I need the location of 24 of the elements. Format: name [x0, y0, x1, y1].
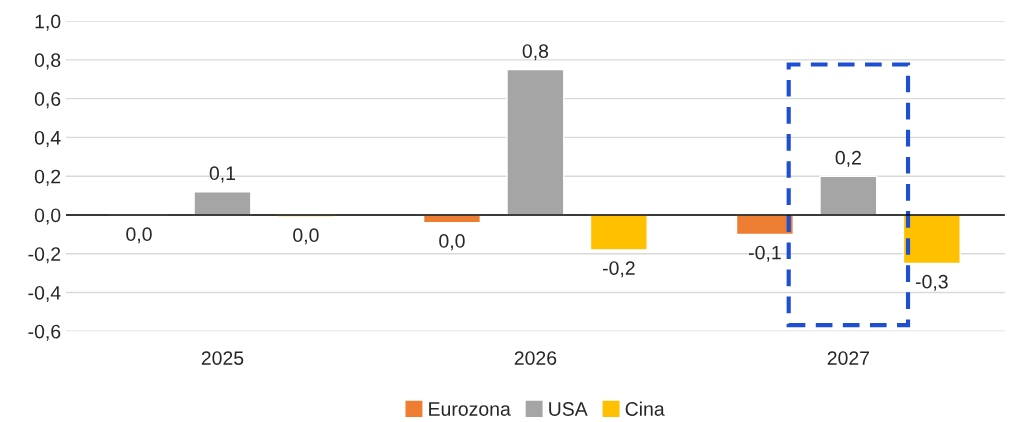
y-tick-label: 0,2 [34, 169, 61, 186]
data-label: 0,0 [293, 228, 319, 245]
y-tick-label: 1,0 [35, 14, 61, 31]
data-label: 0,0 [126, 227, 152, 244]
data-label: -0,2 [602, 261, 635, 278]
y-tick-label: 0,8 [34, 53, 61, 70]
legend-label: USA [549, 402, 588, 416]
legend-label: Eurozona [429, 402, 511, 416]
x-tick-label: 2025 [201, 351, 244, 365]
y-tick-label: 0,0 [34, 208, 61, 225]
data-label: 0,0 [439, 234, 465, 251]
data-label: -0,3 [915, 274, 948, 291]
y-tick-label: -0,6 [28, 324, 61, 341]
data-label: -0,1 [749, 245, 781, 262]
legend-label: Cina [625, 401, 665, 416]
y-tick-label: 0,6 [34, 92, 61, 109]
data-label: 0,8 [522, 44, 549, 61]
y-tick-label: -0,4 [28, 285, 61, 303]
x-tick-label: 2026 [514, 351, 557, 365]
y-tick-label: 0,4 [34, 130, 61, 147]
data-label: 0,2 [835, 150, 861, 167]
y-tick-label: -0,2 [28, 247, 61, 264]
data-label: 0,1 [209, 166, 236, 183]
x-tick-label: 2027 [827, 351, 870, 365]
